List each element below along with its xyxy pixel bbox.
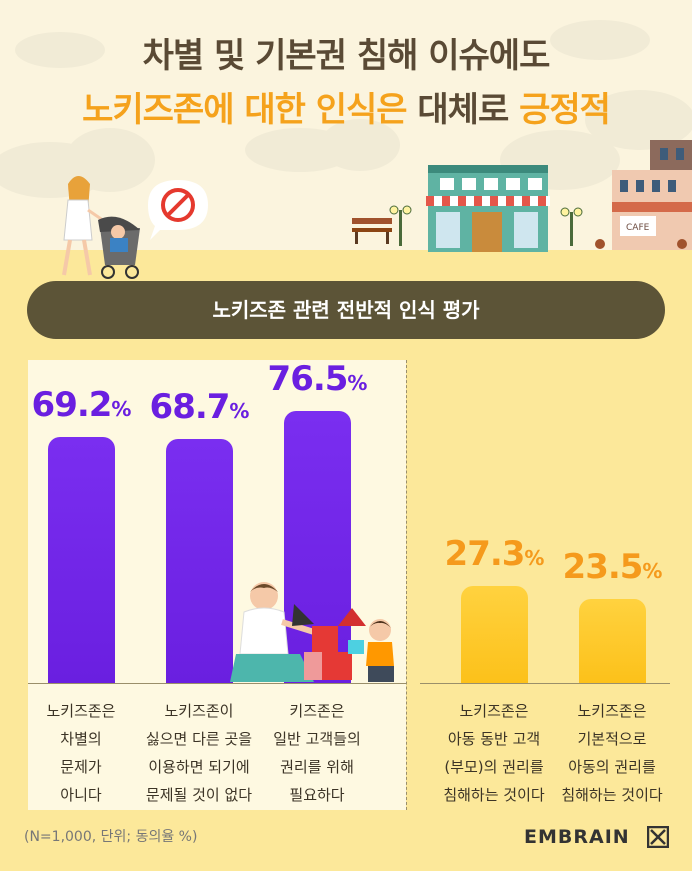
- prohibited-icon: [148, 180, 208, 240]
- data-label-unit: %: [229, 398, 249, 423]
- category-label-line: 노키즈존은: [459, 702, 529, 720]
- street-lamp-icon: [389, 205, 583, 246]
- data-label-value: 68.7: [149, 386, 231, 427]
- category-label-line: 기본적으로: [577, 730, 647, 748]
- category-label-line: 문제가: [60, 758, 102, 776]
- data-label-value: 69.2: [31, 384, 113, 425]
- data-label-unit: %: [347, 371, 367, 395]
- category-label-line: 노키즈존은: [577, 702, 647, 720]
- category-label-line: 필요하다: [289, 786, 345, 804]
- bar-2: [165, 438, 233, 683]
- data-label-unit: %: [111, 396, 131, 421]
- data-label-2: 68.7%: [139, 387, 259, 427]
- category-label-line: 침해하는 것이다: [443, 786, 545, 804]
- embrain-logo-icon: [647, 826, 669, 848]
- footnote: (N=1,000, 단위; 동의율 %): [24, 829, 198, 845]
- data-label-3: 76.5%: [257, 359, 377, 399]
- category-label-line: 침해하는 것이다: [561, 786, 663, 804]
- category-label-line: 권리를 위해: [280, 758, 354, 776]
- bar-1: [47, 436, 115, 683]
- data-label-value: 27.3: [444, 533, 526, 574]
- title-highlight-1: 노키즈존에 대한 인식은: [82, 90, 407, 130]
- category-label-line: 이용하면 되기에: [148, 758, 250, 776]
- data-label-unit: %: [642, 559, 662, 584]
- bench-icon: [352, 218, 392, 244]
- data-label-unit: %: [524, 545, 544, 570]
- baseline-positive: [28, 683, 406, 684]
- page-title-line1: 차별 및 기본권 침해 이슈에도: [142, 36, 551, 76]
- data-label-value: 76.5: [267, 359, 349, 399]
- chart-subtitle: 노키즈존 관련 전반적 인식 평가: [27, 281, 665, 339]
- data-label-value: 23.5: [562, 547, 644, 588]
- group-divider: [406, 360, 407, 810]
- baseline-negative: [420, 683, 670, 684]
- category-label-line: 문제될 것이 없다: [145, 786, 253, 804]
- cafe-building-icon: [426, 165, 550, 252]
- category-label-line: 노키즈존이: [164, 702, 234, 720]
- category-label-line: 일반 고객들의: [273, 730, 361, 748]
- mother-stroller-icon: [62, 176, 140, 279]
- title-highlight-2: 긍정적: [519, 90, 611, 130]
- data-label-1: 69.2%: [21, 385, 141, 425]
- bar-4: [460, 585, 528, 683]
- brand-logo-text: EMBRAIN: [524, 826, 630, 848]
- data-label-4: 27.3%: [434, 534, 554, 574]
- category-label-line: 아니다: [60, 786, 102, 804]
- page-title-line2: 노키즈존에 대한 인식은 대체로 긍정적: [0, 82, 692, 131]
- cafe-sign-text: CAFE: [626, 223, 650, 233]
- category-label-line: 아동의 권리를: [568, 758, 656, 776]
- title-connector: 대체로: [406, 90, 520, 130]
- category-label-line: 차별의: [60, 730, 102, 748]
- cafe-building-right-icon: CAFE: [595, 140, 692, 250]
- street-scene-illustration: CAFE: [62, 140, 692, 279]
- category-label-line: 싫으면 다른 곳을: [145, 730, 253, 748]
- data-label-5: 23.5%: [552, 547, 672, 587]
- category-label-line: (부모)의 권리를: [444, 758, 544, 776]
- bar-5: [578, 599, 646, 683]
- category-label-line: 아동 동반 고객: [447, 730, 541, 748]
- parent-child-blocks-icon: [230, 582, 394, 682]
- category-label-line: 노키즈존은: [46, 702, 116, 720]
- category-label-line: 키즈존은: [289, 702, 345, 720]
